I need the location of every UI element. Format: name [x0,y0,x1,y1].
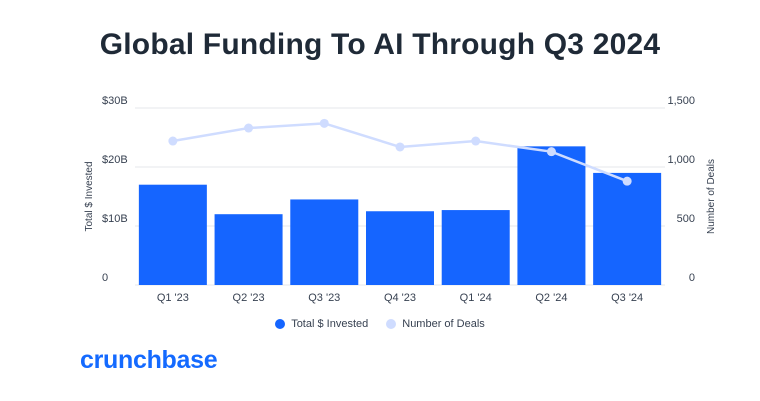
deals-point [244,123,254,133]
x-tick-label: Q1 '24 [460,292,492,304]
x-tick-label: Q2 '23 [233,292,265,304]
deals-point [546,147,556,157]
deals-point [319,118,329,128]
y-right-tick-label: 1,000 [667,154,695,166]
bar [290,199,359,285]
y-left-tick-label: $30B [102,95,128,107]
x-tick-label: Q3 '23 [308,292,340,304]
x-tick-label: Q3 '24 [611,292,643,304]
deals-point [471,136,481,146]
y-left-tick-label: 0 [102,272,108,284]
crunchbase-logo: crunchbase [80,346,218,374]
deals-point [395,142,405,152]
bar [138,184,207,285]
bar [441,210,510,285]
bar [593,172,662,285]
y-right-tick-label: 0 [689,272,695,284]
x-tick-label: Q4 '23 [384,292,416,304]
y-right-tick-label: 1,500 [667,95,695,107]
bar [214,214,283,285]
legend-swatch-invested [275,319,286,329]
legend-label-invested: Total $ Invested [291,318,369,330]
legend-item-invested: Total $ Invested [275,318,368,330]
bar [366,211,434,285]
chart-title: Global Funding To AI Through Q3 2024 [99,28,661,61]
y-right-tick-label: 500 [677,213,695,225]
x-tick-label: Q2 '24 [535,292,567,304]
deals-point [622,176,632,186]
x-tick-label: Q1 '23 [157,292,189,304]
chart-legend: Total $ Invested Number of Deals [0,318,760,330]
y-left-tick-label: $10B [102,213,128,225]
bar [517,146,586,285]
legend-label-deals: Number of Deals [402,318,485,330]
y-left-axis-label: Total $ Invested [84,161,95,231]
legend-item-deals: Number of Deals [386,318,485,330]
deals-point [168,136,178,146]
legend-swatch-deals [386,319,397,329]
y-left-tick-label: $20B [102,154,128,166]
y-right-axis-label: Number of Deals [706,159,717,234]
